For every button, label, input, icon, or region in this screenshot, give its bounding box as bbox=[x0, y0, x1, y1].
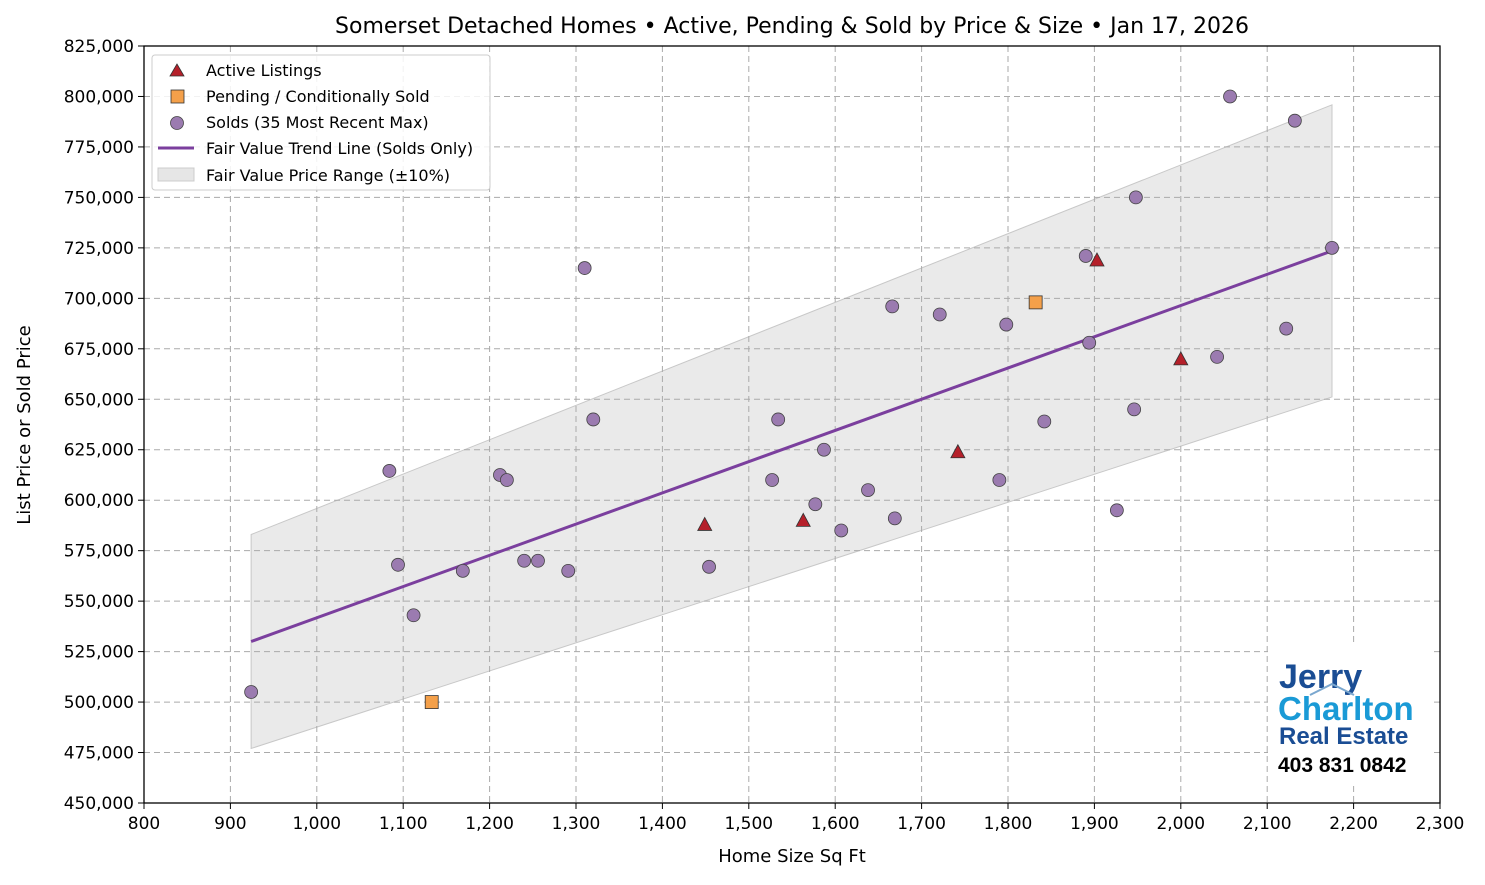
y-tick-label: 600,000 bbox=[64, 491, 134, 511]
sold-point bbox=[817, 442, 831, 457]
legend-label-pending: Pending / Conditionally Sold bbox=[206, 87, 430, 106]
sold-point bbox=[887, 511, 902, 526]
sold-point bbox=[1078, 249, 1093, 263]
sold-point bbox=[1109, 503, 1124, 518]
legend-band-swatch bbox=[157, 167, 195, 182]
x-tick-label: 1,800 bbox=[984, 814, 1033, 834]
logo-line3: Real Estate bbox=[1279, 723, 1408, 750]
x-tick-label: 1,500 bbox=[724, 814, 773, 834]
y-axis-label: List Price or Sold Price bbox=[14, 325, 35, 524]
house-roof-icon bbox=[1309, 682, 1355, 696]
sold-point bbox=[455, 563, 470, 578]
sold-point bbox=[531, 553, 545, 568]
sold-point bbox=[932, 307, 947, 322]
x-tick-label: 900 bbox=[214, 814, 246, 834]
y-tick-label: 500,000 bbox=[64, 693, 134, 713]
x-tick-label: 1,600 bbox=[811, 814, 860, 834]
sold-point bbox=[1082, 335, 1097, 350]
sold-point bbox=[1279, 321, 1294, 336]
pending-point bbox=[424, 695, 439, 709]
pending-point bbox=[1028, 295, 1043, 310]
sold-point bbox=[992, 473, 1007, 487]
legend-label-solds: Solds (35 Most Recent Max) bbox=[206, 113, 429, 132]
active-point bbox=[950, 443, 966, 459]
sold-point bbox=[1128, 190, 1143, 205]
sold-point bbox=[999, 317, 1014, 332]
sold-point bbox=[834, 523, 849, 538]
y-tick-label: 800,000 bbox=[64, 87, 134, 107]
legend-circle-marker bbox=[170, 116, 184, 130]
active-point bbox=[1173, 351, 1189, 366]
x-tick-label: 1,900 bbox=[1070, 814, 1119, 834]
legend-triangle-marker bbox=[169, 63, 185, 77]
sold-point bbox=[517, 553, 532, 568]
logo-phone: 403 831 0842 bbox=[1278, 754, 1406, 777]
legend-label-band: Fair Value Price Range (±10%) bbox=[206, 166, 450, 185]
sold-point bbox=[1037, 414, 1052, 429]
fair-value-band bbox=[250, 104, 1333, 750]
legend-label-trend: Fair Value Trend Line (Solds Only) bbox=[206, 139, 473, 158]
y-tick-label: 675,000 bbox=[64, 340, 134, 360]
sold-point bbox=[861, 483, 875, 498]
x-axis-label: Home Size Sq Ft bbox=[718, 846, 866, 867]
fair-value-trend-line bbox=[250, 249, 1333, 643]
x-tick-label: 1,400 bbox=[638, 814, 687, 834]
x-tick-label: 1,300 bbox=[552, 814, 601, 834]
x-tick-label: 2,000 bbox=[1156, 814, 1205, 834]
legend-label-active: Active Listings bbox=[206, 61, 322, 80]
sold-point bbox=[382, 464, 397, 478]
sold-point bbox=[1287, 113, 1302, 128]
y-tick-label: 575,000 bbox=[64, 542, 134, 562]
sold-point bbox=[391, 557, 405, 572]
sold-point bbox=[499, 473, 514, 487]
y-tick-label: 700,000 bbox=[64, 289, 134, 309]
legend-square-marker bbox=[170, 89, 185, 104]
brand-logo: Jerry Charlton Real Estate 403 831 0842 bbox=[1268, 642, 1430, 782]
x-tick-label: 1,700 bbox=[897, 814, 946, 834]
y-tick-label: 625,000 bbox=[64, 441, 134, 461]
y-tick-label: 550,000 bbox=[64, 592, 134, 612]
logo-line2: Charlton bbox=[1278, 690, 1414, 727]
sold-point bbox=[244, 685, 259, 699]
y-tick-label: 725,000 bbox=[64, 239, 134, 259]
x-tick-label: 1,000 bbox=[292, 814, 341, 834]
x-tick-label: 2,100 bbox=[1243, 814, 1292, 834]
sold-point bbox=[586, 412, 601, 427]
y-tick-label: 450,000 bbox=[64, 794, 134, 814]
sold-point bbox=[771, 412, 786, 427]
plot-frame bbox=[143, 45, 1441, 804]
sold-point bbox=[1223, 89, 1237, 104]
sold-point bbox=[1127, 402, 1142, 417]
active-point bbox=[697, 516, 713, 531]
active-point bbox=[795, 512, 811, 527]
y-tick-label: 825,000 bbox=[64, 37, 134, 57]
sold-point bbox=[885, 299, 900, 314]
x-tick-label: 2,300 bbox=[1416, 814, 1465, 834]
y-tick-label: 475,000 bbox=[64, 744, 134, 764]
sold-point bbox=[406, 608, 421, 623]
x-tick-label: 1,100 bbox=[379, 814, 428, 834]
y-tick-label: 750,000 bbox=[64, 188, 134, 208]
sold-point bbox=[702, 559, 716, 574]
y-tick-label: 525,000 bbox=[64, 643, 134, 663]
chart-title: Somerset Detached Homes • Active, Pendin… bbox=[335, 14, 1249, 39]
active-point bbox=[1089, 252, 1105, 267]
x-tick-label: 2,200 bbox=[1329, 814, 1378, 834]
sold-point bbox=[577, 261, 592, 275]
x-tick-label: 800 bbox=[128, 814, 160, 834]
x-tick-label: 1,200 bbox=[465, 814, 514, 834]
sold-point bbox=[765, 473, 780, 487]
sold-point bbox=[1210, 349, 1224, 364]
y-tick-label: 775,000 bbox=[64, 138, 134, 158]
legend: Active Listings Pending / Conditionally … bbox=[151, 54, 491, 191]
sold-point bbox=[1325, 240, 1339, 255]
y-tick-label: 650,000 bbox=[64, 390, 134, 410]
sold-point bbox=[561, 563, 576, 578]
sold-point bbox=[808, 497, 823, 512]
